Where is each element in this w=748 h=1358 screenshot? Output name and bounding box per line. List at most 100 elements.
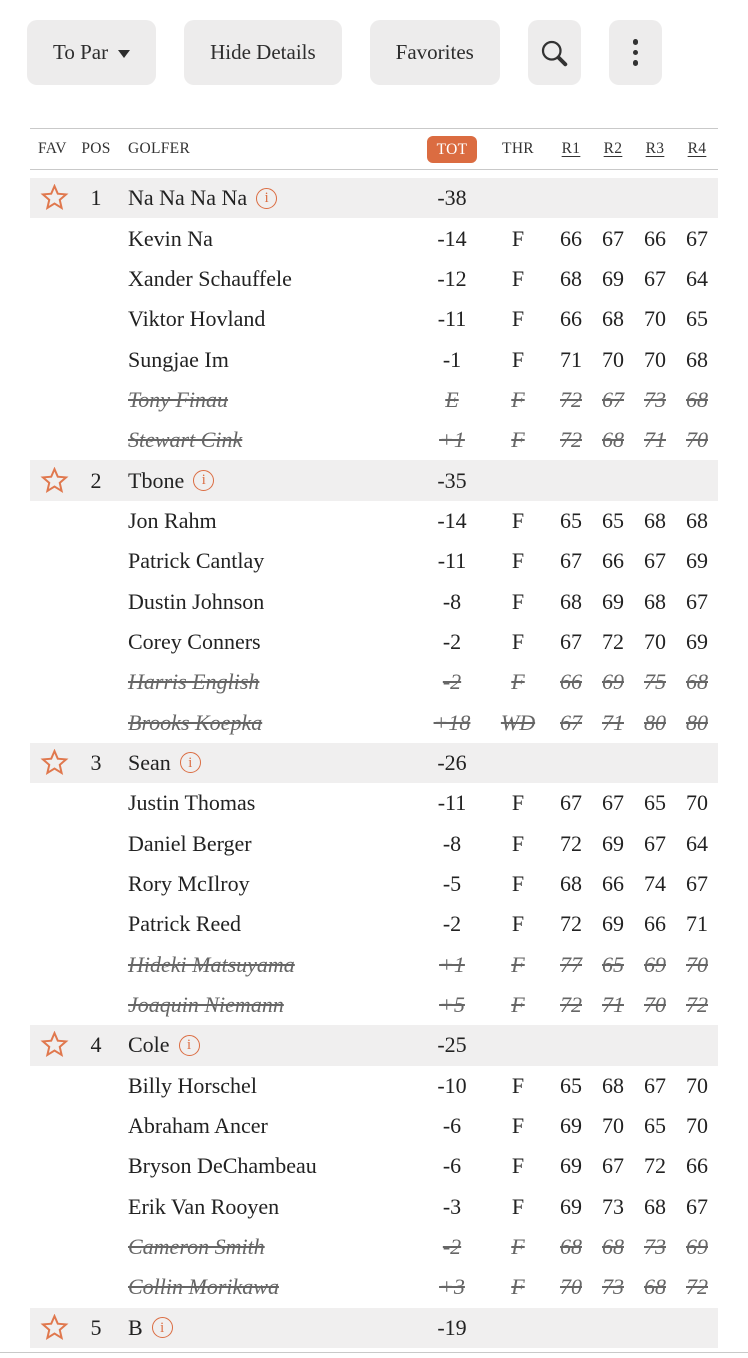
header-r1-link[interactable]: R1	[561, 140, 581, 157]
search-icon	[542, 40, 568, 66]
favorite-toggle[interactable]	[30, 748, 74, 777]
golfer-total-score: +1	[439, 427, 465, 453]
golfer-total-score: -1	[442, 346, 462, 372]
golfer-round-score: 68	[644, 507, 666, 533]
header-r4-link[interactable]: R4	[687, 140, 707, 157]
golfer-round-score: 64	[686, 830, 708, 856]
golfer-total-score: -2	[442, 1234, 462, 1260]
golfer-row: Bryson DeChambeau -6 F 69 67 72 66	[30, 1146, 718, 1186]
star-icon	[40, 748, 69, 776]
golfer-row: Harris English -2 F 66 69 75 68	[30, 662, 718, 702]
header-tot-sort-badge[interactable]: TOT	[426, 135, 478, 163]
golfer-round-score: 70	[686, 1072, 708, 1098]
golfer-row: Joaquin Niemann +5 F 72 71 70 72	[30, 985, 718, 1025]
golfer-row: Hideki Matsuyama +1 F 77 65 69 70	[30, 945, 718, 985]
leaderboard: FAV POS GOLFER TOT THR R1 R2 R3 R4 1 Na …	[30, 128, 718, 1348]
star-icon	[40, 184, 69, 211]
golfer-total-score: -11	[437, 306, 467, 332]
golfer-round-score: 65	[602, 507, 624, 533]
golfer-round-score: 75	[644, 669, 666, 695]
favorites-button[interactable]: Favorites	[369, 20, 500, 85]
golfer-round-score: 67	[686, 225, 708, 251]
favorite-toggle[interactable]	[30, 1031, 74, 1059]
team-row: 1 Na Na Na Na i -38	[30, 178, 718, 219]
toolbar: To Par Hide Details Favorites	[27, 20, 748, 85]
info-icon[interactable]: i	[178, 1034, 200, 1056]
golfer-round-score: 68	[560, 1234, 582, 1260]
info-icon[interactable]: i	[193, 470, 215, 492]
golfer-row: Sungjae Im -1 F 71 70 70 68	[30, 339, 718, 379]
golfer-name: Rory McIlroy	[128, 871, 250, 897]
golfer-thru-status: F	[511, 871, 525, 897]
golfer-round-score: 69	[602, 911, 624, 937]
golfer-round-score: 70	[560, 1274, 582, 1300]
golfer-round-score: 72	[644, 1153, 666, 1179]
golfer-round-score: 66	[560, 669, 582, 695]
golfer-thru-status: F	[511, 911, 525, 937]
table-body: 1 Na Na Na Na i -38 Kevin Na -14 F 66 67…	[30, 178, 718, 1348]
info-icon[interactable]: i	[256, 187, 278, 209]
golfer-round-score: 65	[560, 507, 582, 533]
golfer-row: Kevin Na -14 F 66 67 66 67	[30, 218, 718, 258]
favorite-toggle[interactable]	[30, 466, 74, 495]
golfer-round-score: 67	[686, 588, 708, 614]
golfer-round-score: 70	[602, 1113, 624, 1139]
search-button[interactable]	[527, 20, 581, 85]
golfer-row: Patrick Reed -2 F 72 69 66 71	[30, 904, 718, 944]
golfer-round-score: 65	[602, 951, 624, 977]
golfer-total-score: +3	[439, 1274, 465, 1300]
golfer-total-score: -12	[437, 265, 467, 291]
golfer-round-score: 67	[644, 548, 666, 574]
golfer-thru-status: F	[511, 1153, 525, 1179]
golfer-round-score: 69	[686, 628, 708, 654]
golfer-thru-status: F	[511, 628, 525, 654]
info-icon[interactable]: i	[179, 752, 201, 774]
golfer-round-score: 69	[560, 1193, 582, 1219]
golfer-name: Viktor Hovland	[128, 306, 266, 332]
golfer-name: Patrick Cantlay	[128, 548, 265, 574]
golfer-round-score: 70	[644, 992, 666, 1018]
golfer-round-score: 71	[686, 911, 708, 937]
hide-details-button[interactable]: Hide Details	[184, 20, 342, 85]
sort-mode-label: To Par	[53, 40, 109, 64]
golfer-row: Cameron Smith -2 F 68 68 73 69	[30, 1227, 718, 1267]
star-icon	[40, 1313, 69, 1340]
golfer-round-score: 68	[560, 265, 582, 291]
header-r3-link[interactable]: R3	[645, 140, 665, 157]
golfer-round-score: 67	[602, 386, 624, 412]
team-total-score: -26	[437, 749, 467, 775]
favorite-toggle[interactable]	[30, 184, 74, 212]
golfer-total-score: -10	[437, 1072, 467, 1098]
golfer-name: Patrick Reed	[128, 911, 242, 937]
team-position: 4	[90, 1032, 102, 1058]
golfer-name: Abraham Ancer	[128, 1113, 268, 1139]
golfer-name: Sungjae Im	[128, 346, 229, 372]
more-menu-button[interactable]	[608, 20, 662, 85]
favorite-toggle[interactable]	[30, 1313, 74, 1342]
golfer-row: Patrick Cantlay -11 F 67 66 67 69	[30, 541, 718, 581]
header-r2-link[interactable]: R2	[603, 140, 623, 157]
golfer-row: Stewart Cink +1 F 72 68 71 70	[30, 420, 718, 460]
golfer-thru-status: F	[511, 992, 525, 1018]
team-total-score: -25	[437, 1032, 467, 1058]
golfer-round-score: 69	[560, 1113, 582, 1139]
golfer-round-score: 67	[560, 628, 582, 654]
golfer-round-score: 68	[602, 306, 624, 332]
golfer-round-score: 70	[686, 790, 708, 816]
golfer-round-score: 66	[560, 306, 582, 332]
golfer-round-score: 72	[602, 628, 624, 654]
sort-mode-dropdown[interactable]: To Par	[27, 20, 157, 85]
golfer-round-score: 66	[602, 548, 624, 574]
info-icon[interactable]: i	[151, 1317, 173, 1339]
golfer-total-score: -2	[442, 628, 462, 654]
golfer-round-score: 66	[644, 225, 666, 251]
golfer-total-score: -14	[437, 225, 467, 251]
golfer-row: Xander Schauffele -12 F 68 69 67 64	[30, 259, 718, 299]
golfer-round-score: 70	[686, 1113, 708, 1139]
golfer-thru-status: F	[511, 588, 525, 614]
golfer-thru-status: F	[511, 386, 525, 412]
golfer-round-score: 73	[644, 386, 666, 412]
golfer-total-score: +5	[439, 992, 465, 1018]
golfer-thru-status: F	[511, 830, 525, 856]
golfer-thru-status: F	[511, 1193, 525, 1219]
